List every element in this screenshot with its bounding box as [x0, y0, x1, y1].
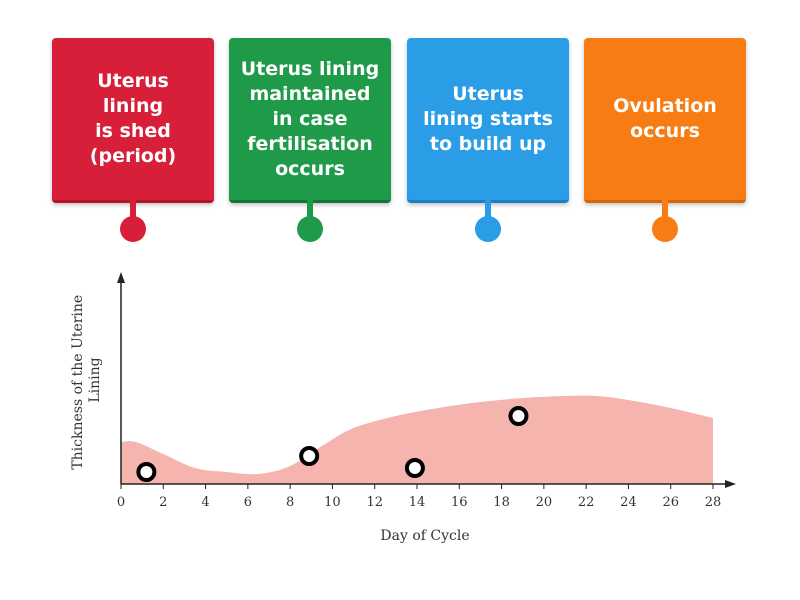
x-tick-label: 24 — [620, 495, 637, 510]
pin-stem — [485, 200, 491, 220]
x-axis-label: Day of Cycle — [380, 528, 469, 544]
x-tick-label: 2 — [159, 495, 167, 510]
x-tick-label: 8 — [286, 495, 294, 510]
pin-dot[interactable] — [475, 216, 501, 242]
drop-target-circle[interactable] — [299, 446, 320, 466]
label-card-period[interactable]: Uterus lining is shed (period) — [52, 38, 214, 203]
x-tick-label: 20 — [536, 495, 553, 510]
y-axis-label-line2: Lining — [87, 357, 103, 402]
label-card-ovulation[interactable]: Ovulation occurs — [584, 38, 746, 203]
label-card-text: Uterus lining is shed (period) — [89, 70, 177, 167]
uterine-lining-area — [121, 395, 713, 484]
x-tick-label: 18 — [493, 495, 510, 510]
y-axis-label: Thickness of the Uterine Lining — [70, 290, 103, 469]
label-card-maintained[interactable]: Uterus lining maintained in case fertili… — [229, 38, 391, 203]
x-tick-label: 14 — [409, 495, 426, 510]
y-axis-arrow — [117, 272, 125, 283]
pin-stem — [130, 200, 136, 220]
y-axis-label-line1: Thickness of the Uterine — [70, 295, 86, 470]
x-tick-label: 0 — [117, 495, 125, 510]
pin-dot[interactable] — [652, 216, 678, 242]
x-tick-label: 22 — [578, 495, 595, 510]
x-tick-label: 6 — [244, 495, 252, 510]
x-tick-label: 10 — [324, 495, 341, 510]
drop-target-circle[interactable] — [508, 406, 529, 426]
x-tick-label: 26 — [662, 495, 679, 510]
pin-stem — [307, 200, 313, 220]
label-card-text: Ovulation occurs — [613, 95, 717, 142]
pin-dot[interactable] — [297, 216, 323, 242]
pin-dot[interactable] — [120, 216, 146, 242]
label-card-text: Uterus lining starts to build up — [423, 82, 553, 155]
x-axis-arrow — [725, 480, 736, 488]
pin-stem — [662, 200, 668, 220]
label-card-build-up[interactable]: Uterus lining starts to build up — [407, 38, 569, 203]
label-card-text: Uterus lining maintained in case fertili… — [240, 57, 380, 180]
drop-target-circle[interactable] — [136, 462, 157, 482]
drop-target-circle[interactable] — [404, 458, 425, 478]
x-tick-label: 12 — [366, 495, 383, 510]
x-tick-label: 4 — [201, 495, 209, 510]
x-tick-label: 16 — [451, 495, 468, 510]
x-tick-label: 28 — [705, 495, 722, 510]
